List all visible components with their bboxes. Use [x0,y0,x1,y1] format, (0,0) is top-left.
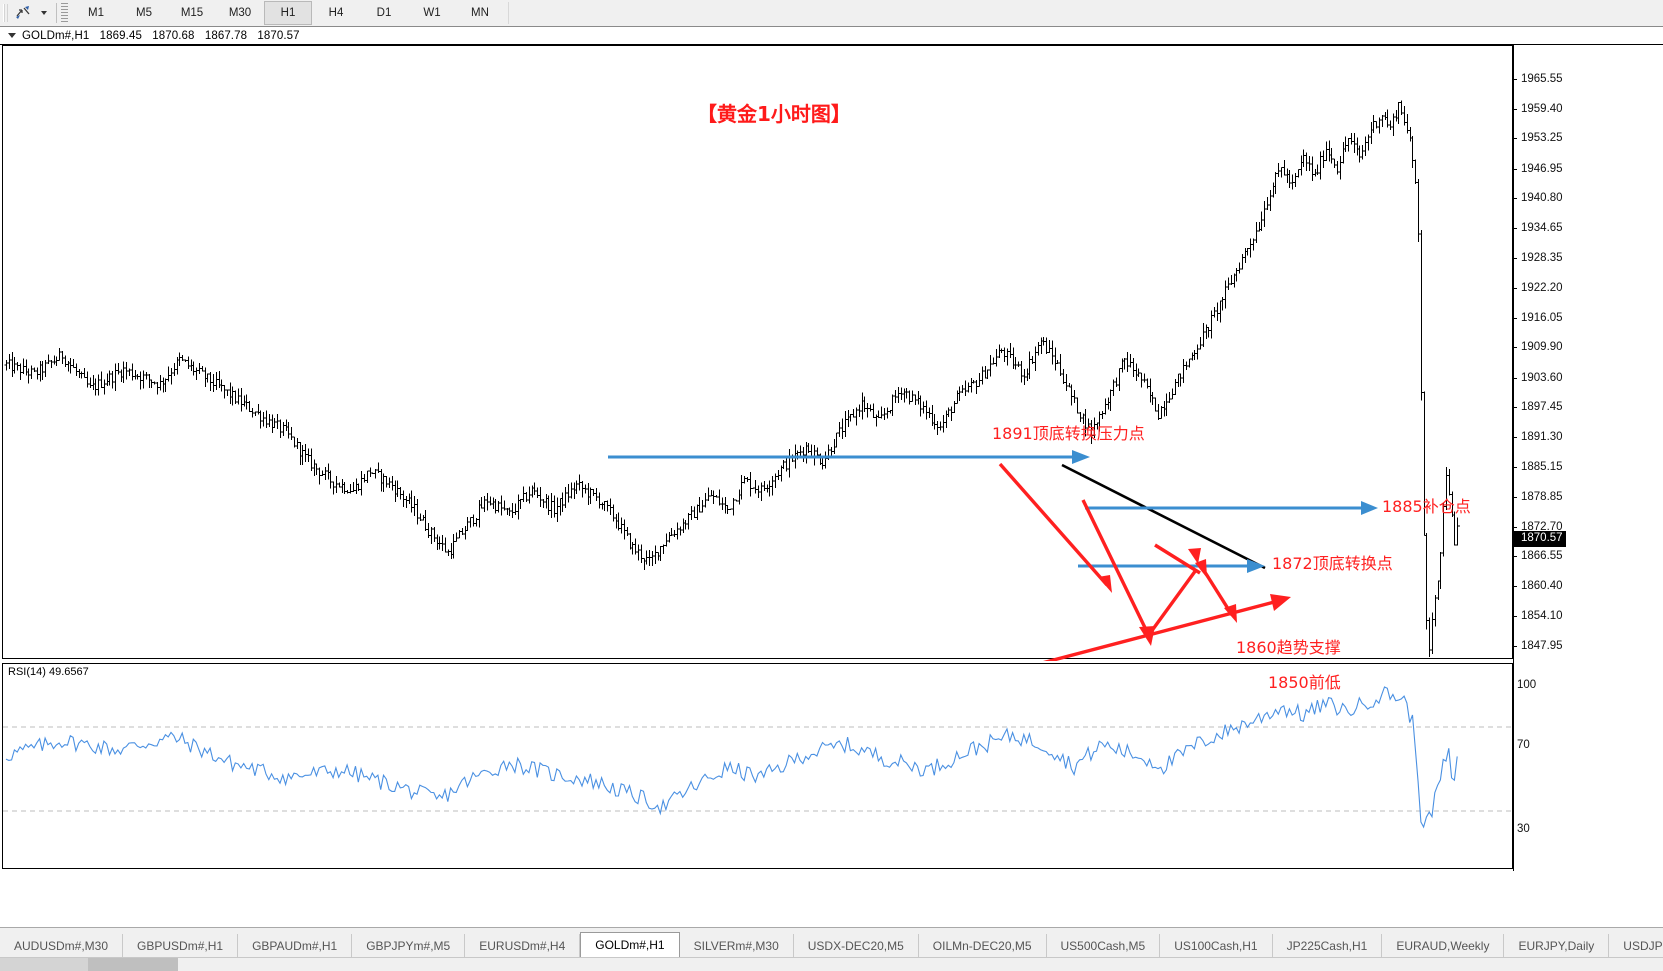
ohlc-open: 1869.45 [99,29,142,42]
toolbar-empty-area [508,2,1663,24]
ohlc-high: 1870.68 [152,29,195,42]
price-tick-label: 1916.05 [1521,311,1563,324]
chart-tab-audusdmm30[interactable]: AUDUSDm#,M30 [0,934,124,958]
timeframe-button-mn[interactable]: MN [471,7,489,19]
price-tick-label: 1891.30 [1521,430,1563,443]
chart-tab-gbpaudmh1[interactable]: GBPAUDm#,H1 [238,934,353,958]
timeframe-toolbar: M1 M5 M15 M30 H1 H4 D1 W1 MN [0,0,1663,27]
chart-tab-eurusdmh4[interactable]: EURUSDm#,H4 [465,934,581,958]
chart-title-annotation: 【黄金1小时图】 [697,102,851,126]
price-tick-label: 1928.35 [1521,252,1563,265]
chart-area[interactable]: GOLDm#,H1 1869.45 1870.68 1867.78 1870.5… [0,26,1663,954]
timeframe-button-m1[interactable]: M1 [88,7,104,19]
ohlc-close: 1870.57 [257,29,300,42]
timeframe-group: M1 M5 M15 M30 H1 H4 D1 W1 MN [72,1,504,25]
price-tick-label: 1903.60 [1521,371,1563,384]
chart-tab-gbpjpymm5[interactable]: GBPJPYm#,M5 [352,934,466,958]
price-tick-label: 1946.95 [1521,162,1563,175]
annotation-label-1891: 1891顶底转换压力点 [992,424,1145,443]
chart-tab-usdxdec20m5[interactable]: USDX-DEC20,M5 [794,934,919,958]
price-tick-label: 1847.95 [1521,640,1563,652]
price-tick-label: 1953.25 [1521,132,1563,145]
annotation-label-1885: 1885补仓点 [1382,497,1471,516]
price-pane[interactable]: 【黄金1小时图】 1891顶底转换压力点 1885补仓点 1872顶底转换点 1… [0,45,1663,692]
status-bar [0,957,1663,971]
chart-tab-euraudweekly[interactable]: EURAUD,Weekly [1382,934,1505,958]
symbol-info-bar: GOLDm#,H1 1869.45 1870.68 1867.78 1870.5… [0,27,1663,45]
timeframe-button-h4[interactable]: H4 [328,7,344,19]
rsi-indicator-label: RSI(14) 49.6567 [8,666,89,678]
rsi-tick-label: 30 [1517,823,1530,835]
chevron-down-icon[interactable] [8,33,16,38]
toolbar-divider [56,3,57,23]
price-tick-label: 1872.70 [1521,520,1563,533]
rsi-indicator-pane[interactable]: RSI(14) 49.6567 [0,663,1663,871]
toolbar-dropdown-button[interactable] [36,2,52,24]
price-pane-border [2,45,1513,659]
rsi-tick-label: 100 [1517,679,1537,691]
timeframe-button-m5[interactable]: M5 [136,7,152,19]
chart-tab-eurjpydaily[interactable]: EURJPY,Daily [1504,934,1610,958]
chart-tab-us500cashm5[interactable]: US500Cash,M5 [1047,934,1161,958]
chart-tab-goldmh1[interactable]: GOLDm#,H1 [580,932,680,958]
price-tick-label: 1866.55 [1521,550,1563,563]
ohlc-low: 1867.78 [204,29,248,42]
chart-tabs-group: AUDUSDm#,M30 GBPUSDm#,H1 GBPAUDm#,H1 GBPJPY… [0,932,1663,958]
annotation-label-1872: 1872顶底转换点 [1272,554,1393,573]
timeframe-button-h1[interactable]: H1 [264,1,312,25]
timeframe-button-d1[interactable]: D1 [376,7,392,19]
price-tick-label: 1959.40 [1521,102,1563,115]
chart-tab-silvermm30[interactable]: SILVERm#,M30 [680,934,794,958]
timeframe-button-m15[interactable]: M15 [180,7,204,19]
rsi-tick-label: 70 [1517,739,1530,751]
status-segment-left [0,958,88,971]
chart-tab-us100cashh1[interactable]: US100Cash,H1 [1160,934,1273,958]
timeframe-button-m30[interactable]: M30 [228,7,252,19]
rsi-pane-border [2,663,1513,869]
chart-tab-usdjpym[interactable]: USDJPYm#, [1609,934,1663,958]
annotation-label-1860: 1860趋势支撑 [1236,638,1341,657]
price-tick-label: 1860.40 [1521,579,1563,592]
chevron-down-icon [41,11,47,15]
price-tick-label: 1922.20 [1521,282,1563,294]
price-tick-label: 1940.80 [1521,192,1563,205]
price-tick-label: 1885.15 [1521,460,1563,473]
price-tick-label: 1965.55 [1521,73,1563,85]
chart-tab-bar[interactable]: AUDUSDm#,M30 GBPUSDm#,H1 GBPAUDm#,H1 GBPJPY… [0,927,1663,958]
price-tick-label: 1909.90 [1521,341,1563,354]
price-tick-label: 1934.65 [1521,221,1563,234]
price-tick-label: 1854.10 [1521,610,1563,623]
chart-tab-jp225cashh1[interactable]: JP225Cash,H1 [1273,934,1383,958]
timeframe-button-w1[interactable]: W1 [423,7,441,19]
crosshair-icon[interactable] [10,2,36,24]
current-price-label: 1870.57 [1513,530,1566,547]
status-segment-right [88,958,178,971]
timeframe-grip[interactable] [61,3,68,23]
chart-symbol-label: GOLDm#,H1 [22,29,90,42]
price-tick-label: 1878.85 [1521,491,1563,504]
toolbar-grip[interactable] [3,4,10,22]
chart-tab-oilmndec20m5[interactable]: OILMn-DEC20,M5 [919,934,1047,958]
price-axis-line [1513,45,1514,871]
chart-tab-gbpusdmh1[interactable]: GBPUSDm#,H1 [123,934,239,958]
price-tick-label: 1897.45 [1521,401,1563,414]
